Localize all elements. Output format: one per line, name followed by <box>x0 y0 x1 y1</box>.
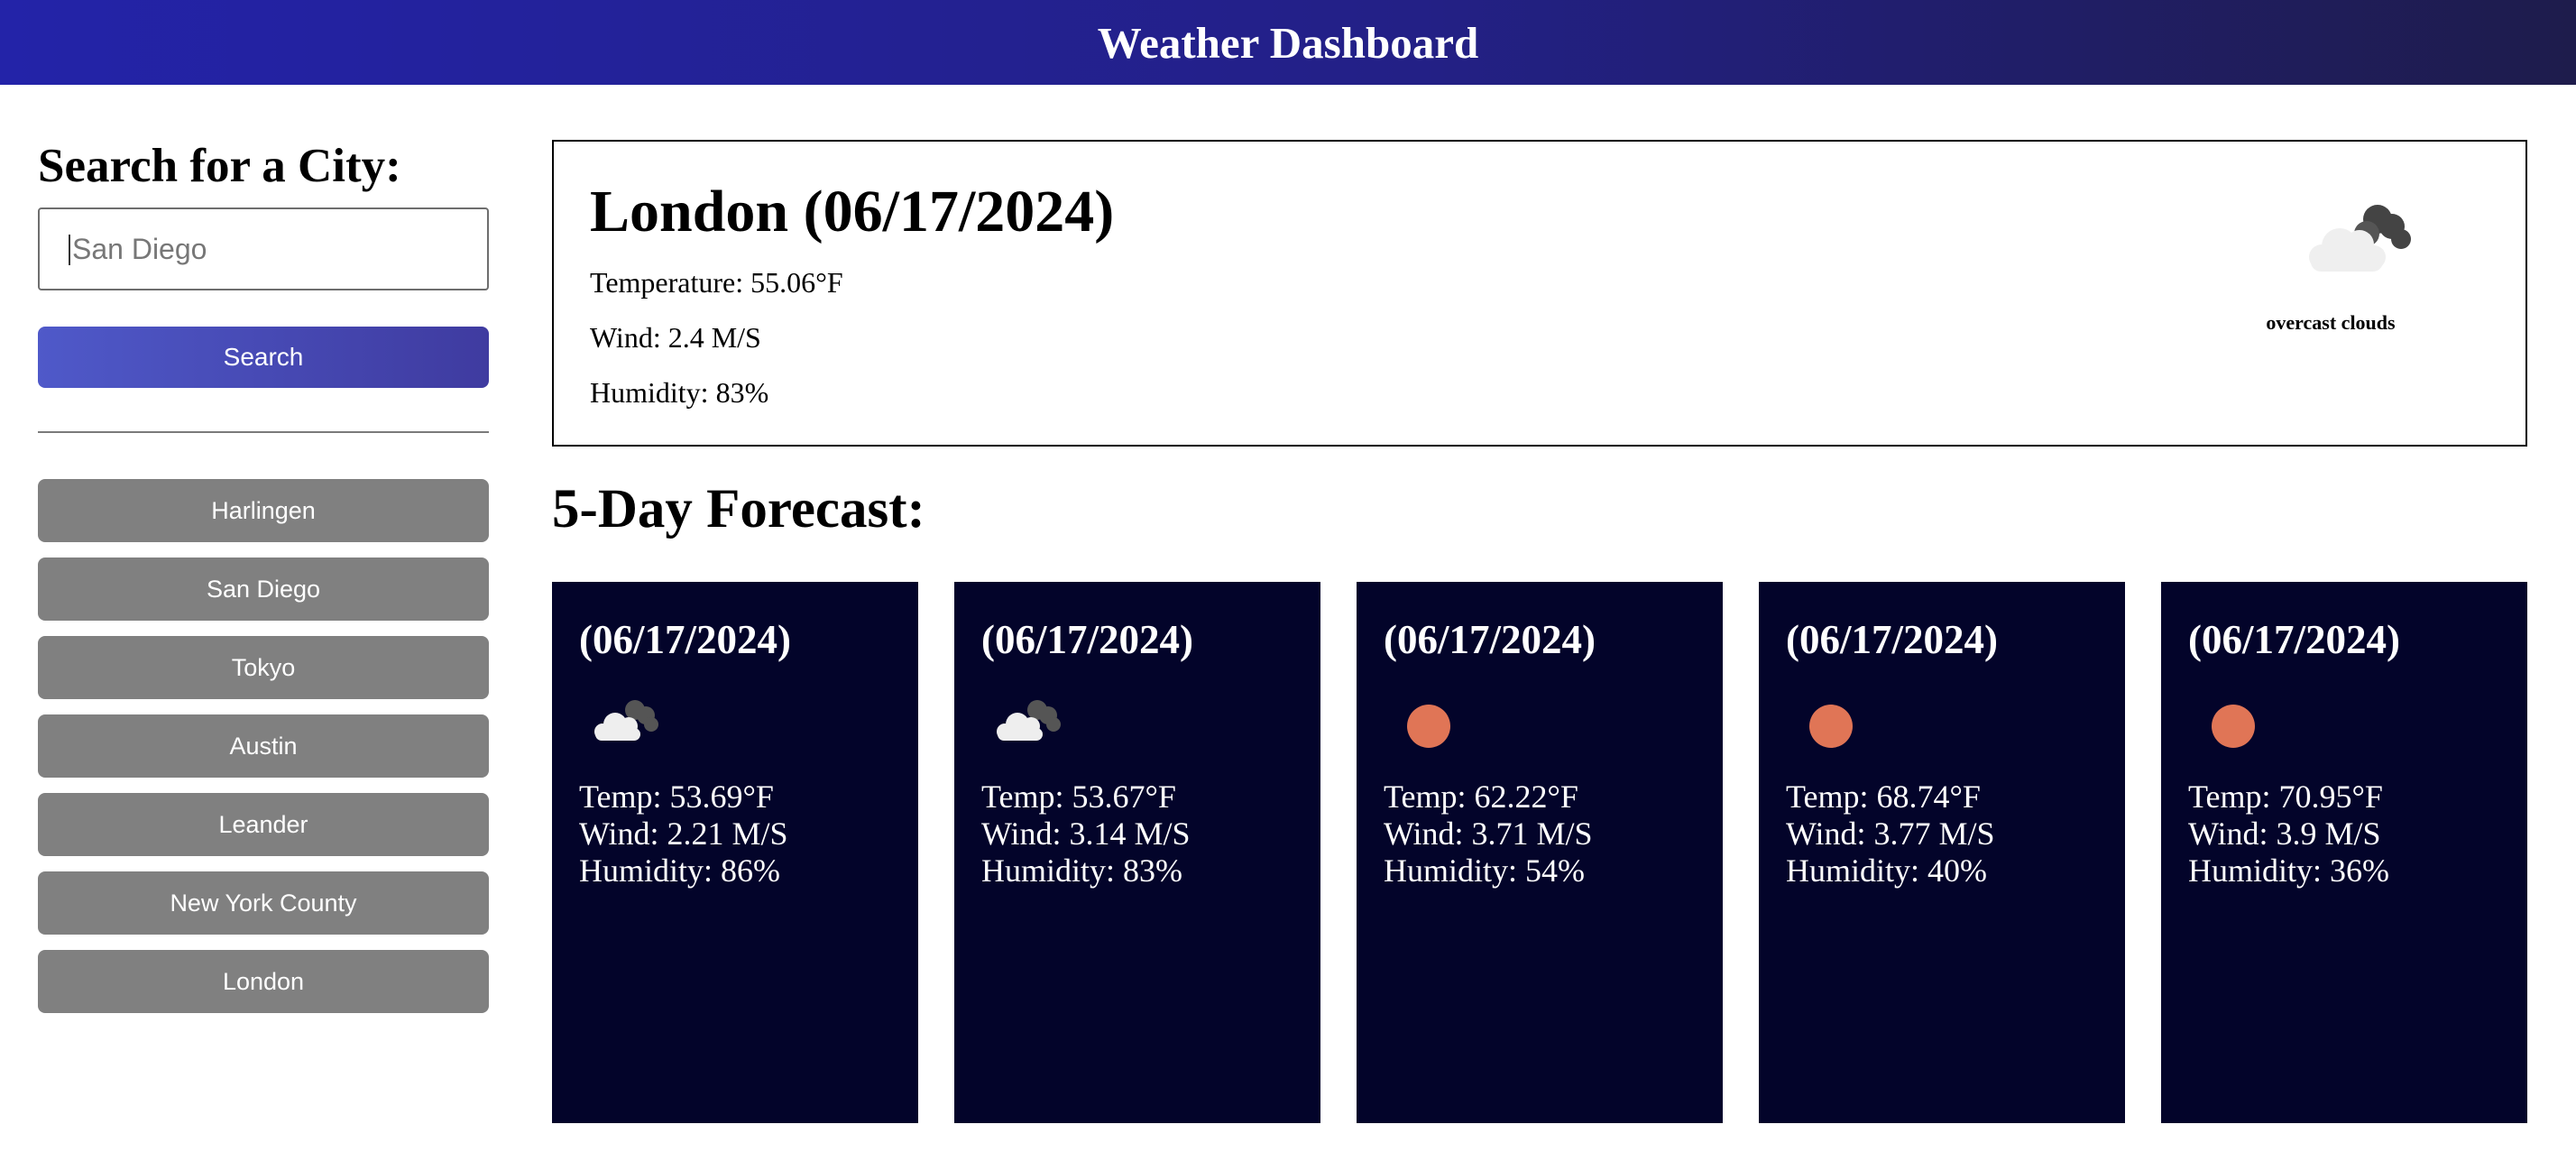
forecast-temp: Temp: 70.95°F <box>2188 779 2383 815</box>
current-city-title: London (06/17/2024) <box>590 179 1115 244</box>
history-button-san-diego[interactable]: San Diego <box>38 558 489 621</box>
forecast-temp: Temp: 68.74°F <box>1786 779 1981 815</box>
forecast-cards: (06/17/2024) Temp: 53.69°F Wind: 2.21 M/… <box>552 582 2527 1123</box>
history-button-leander[interactable]: Leander <box>38 793 489 856</box>
forecast-humidity: Humidity: 54% <box>1384 852 1585 889</box>
forecast-humidity: Humidity: 40% <box>1786 852 1987 889</box>
clear-sky-icon <box>2212 705 2255 748</box>
current-humidity: Humidity: 83% <box>590 376 769 409</box>
forecast-humidity: Humidity: 86% <box>579 852 780 889</box>
clear-sky-icon <box>1407 705 1450 748</box>
overcast-clouds-icon <box>2309 205 2411 272</box>
forecast-card: (06/17/2024) Temp: 68.74°F Wind: 3.77 M/… <box>1759 582 2125 1123</box>
search-button[interactable]: Search <box>38 327 489 388</box>
current-weather-panel: London (06/17/2024) Temperature: 55.06°F… <box>552 140 2527 447</box>
forecast-date: (06/17/2024) <box>2188 617 2400 662</box>
current-temperature: Temperature: 55.06°F <box>590 266 843 299</box>
current-wind: Wind: 2.4 M/S <box>590 321 761 354</box>
search-heading: Search for a City: <box>38 140 401 192</box>
forecast-card: (06/17/2024) Temp: 62.22°F Wind: 3.71 M/… <box>1357 582 1723 1123</box>
app-header: Weather Dashboard <box>0 0 2576 85</box>
forecast-date: (06/17/2024) <box>579 617 791 662</box>
forecast-card: (06/17/2024) Temp: 70.95°F Wind: 3.9 M/S… <box>2161 582 2527 1123</box>
forecast-card: (06/17/2024) Temp: 53.67°F Wind: 3.14 M/… <box>954 582 1320 1123</box>
clear-sky-icon <box>1809 705 1853 748</box>
forecast-wind: Wind: 3.14 M/S <box>981 816 1191 852</box>
broken-clouds-icon <box>997 700 1061 741</box>
city-search-input[interactable] <box>38 207 489 290</box>
search-history-list: Harlingen San Diego Tokyo Austin Leander… <box>38 479 489 1028</box>
forecast-wind: Wind: 3.77 M/S <box>1786 816 1995 852</box>
forecast-temp: Temp: 62.22°F <box>1384 779 1578 815</box>
forecast-wind: Wind: 2.21 M/S <box>579 816 788 852</box>
forecast-humidity: Humidity: 36% <box>2188 852 2389 889</box>
history-button-new-york-county[interactable]: New York County <box>38 871 489 935</box>
history-button-harlingen[interactable]: Harlingen <box>38 479 489 542</box>
current-description: overcast clouds <box>2266 311 2396 334</box>
forecast-card: (06/17/2024) Temp: 53.69°F Wind: 2.21 M/… <box>552 582 918 1123</box>
app-title: Weather Dashboard <box>1097 17 1479 68</box>
forecast-date: (06/17/2024) <box>981 617 1193 662</box>
history-button-austin[interactable]: Austin <box>38 714 489 778</box>
forecast-title: 5-Day Forecast: <box>552 479 925 539</box>
history-button-tokyo[interactable]: Tokyo <box>38 636 489 699</box>
forecast-wind: Wind: 3.71 M/S <box>1384 816 1593 852</box>
forecast-date: (06/17/2024) <box>1786 617 1998 662</box>
forecast-humidity: Humidity: 83% <box>981 852 1182 889</box>
history-button-london[interactable]: London <box>38 950 489 1013</box>
forecast-temp: Temp: 53.67°F <box>981 779 1176 815</box>
forecast-temp: Temp: 53.69°F <box>579 779 774 815</box>
text-cursor <box>69 235 70 265</box>
broken-clouds-icon <box>594 700 658 741</box>
forecast-wind: Wind: 3.9 M/S <box>2188 816 2381 852</box>
forecast-date: (06/17/2024) <box>1384 617 1596 662</box>
sidebar-divider <box>38 431 489 433</box>
